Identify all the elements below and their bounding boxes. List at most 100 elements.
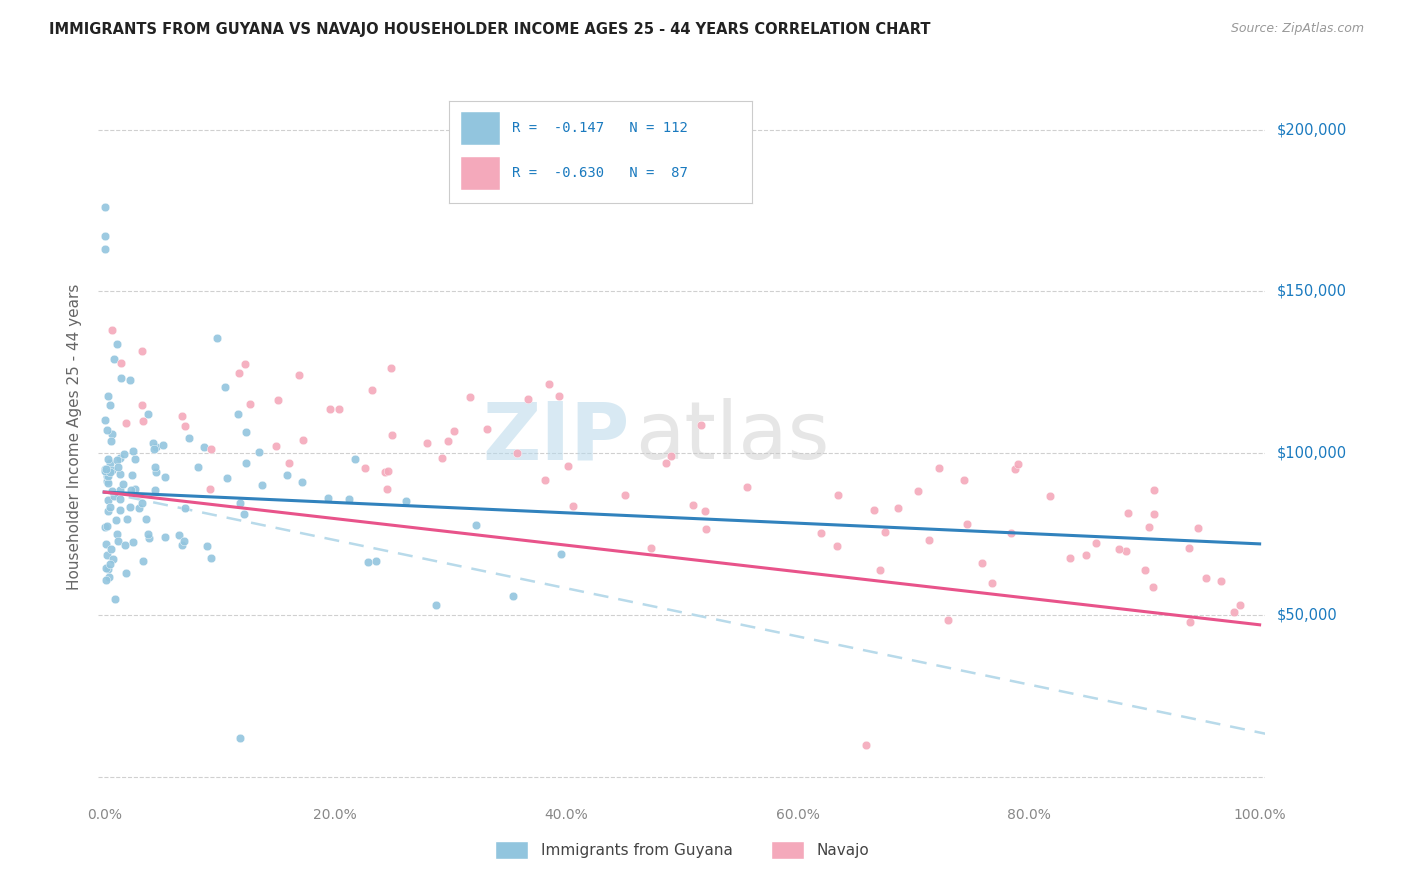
Point [1143, 483, 1166, 497]
Point [233, 508, 256, 522]
Point [1108, 541, 1130, 556]
Point [105, 452, 128, 467]
Point [907, 483, 929, 498]
Point [101, 552, 124, 566]
Point [153, 469, 176, 483]
Point [200, 442, 222, 456]
Point [97, 493, 120, 508]
Point [142, 436, 165, 450]
Point [94, 229, 117, 244]
Y-axis label: Householder Income Ages 25 - 44 years: Householder Income Ages 25 - 44 years [67, 284, 83, 591]
Point [1074, 548, 1097, 562]
Point [110, 370, 132, 384]
Point [193, 440, 215, 454]
Point [288, 368, 311, 382]
Point [100, 541, 122, 556]
Point [364, 553, 387, 567]
Point [108, 503, 131, 517]
Point [1178, 615, 1201, 630]
Point [374, 465, 396, 479]
Point [100, 500, 122, 514]
Point [195, 539, 218, 553]
Point [690, 418, 713, 433]
Point [153, 530, 176, 544]
Point [1137, 519, 1160, 533]
Point [1039, 489, 1062, 503]
Point [863, 503, 886, 517]
Point [1004, 462, 1026, 476]
Point [394, 494, 416, 508]
Point [112, 447, 135, 461]
Point [107, 460, 129, 475]
Point [655, 456, 678, 470]
Point [235, 425, 257, 439]
Point [855, 738, 877, 752]
Point [101, 426, 124, 441]
Point [94, 464, 117, 478]
Point [108, 467, 131, 482]
Point [1187, 520, 1209, 534]
Point [205, 331, 228, 345]
Point [277, 456, 299, 470]
Point [103, 352, 125, 367]
Point [97, 451, 120, 466]
Point [114, 538, 136, 552]
Point [537, 376, 560, 391]
Point [1229, 598, 1251, 612]
Point [614, 487, 637, 501]
Point [94, 461, 117, 475]
Point [267, 392, 290, 407]
Point [955, 517, 977, 532]
Point [550, 547, 572, 561]
Point [114, 566, 136, 581]
Point [1085, 536, 1108, 550]
Point [138, 531, 160, 545]
Point [887, 501, 910, 516]
Point [200, 551, 222, 566]
Point [115, 416, 138, 430]
Point [124, 451, 146, 466]
Point [100, 398, 122, 412]
Point [375, 482, 398, 496]
Point [120, 500, 142, 515]
Point [108, 450, 131, 465]
Point [425, 598, 447, 612]
Point [105, 336, 128, 351]
Point [561, 499, 583, 513]
Point [110, 356, 132, 370]
Point [97, 475, 120, 490]
Point [217, 470, 239, 484]
Point [825, 539, 848, 553]
Point [938, 613, 960, 627]
Point [97, 389, 120, 403]
Point [506, 446, 529, 460]
Point [557, 458, 579, 473]
Point [145, 483, 167, 497]
Point [122, 443, 145, 458]
Point [170, 538, 193, 552]
Point [475, 422, 498, 436]
Point [104, 591, 127, 606]
Point [94, 462, 117, 476]
Point [98, 456, 121, 470]
Point [534, 473, 557, 487]
Point [1115, 544, 1137, 558]
Point [659, 449, 682, 463]
Point [328, 401, 350, 416]
Point [118, 373, 141, 387]
Point [380, 361, 402, 376]
Point [693, 504, 716, 518]
Point [239, 397, 262, 411]
Point [1116, 506, 1139, 520]
Point [502, 590, 524, 604]
Point [827, 488, 849, 502]
Point [415, 435, 437, 450]
Point [226, 407, 249, 421]
Point [174, 419, 197, 434]
Point [233, 357, 256, 371]
Point [980, 576, 1002, 591]
Point [1195, 571, 1218, 585]
Point [1135, 563, 1157, 577]
Point [97, 504, 120, 518]
Point [101, 323, 124, 337]
